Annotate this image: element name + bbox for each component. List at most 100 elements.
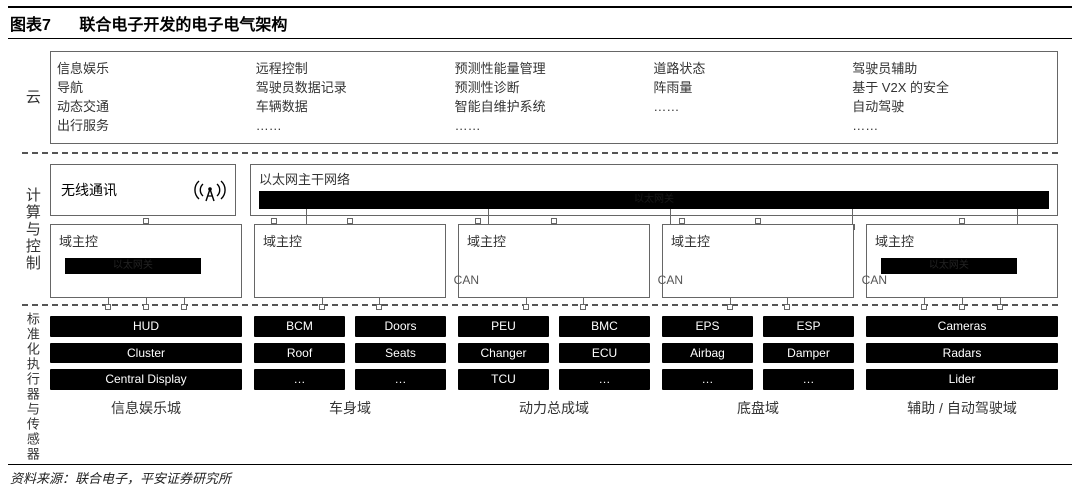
cloud-item: 车辆数据 (256, 98, 455, 117)
cloud-column: 驾驶员辅助基于 V2X 的安全自动驾驶…… (852, 60, 1051, 135)
cloud-item: 阵雨量 (653, 79, 852, 98)
figure-title: 联合电子开发的电子电气架构 (79, 17, 287, 34)
domain-controller-label: 域主控 (467, 231, 641, 250)
cloud-column: 预测性能量管理预测性诊断智能自维护系统…… (455, 60, 654, 135)
ecu-chip: ECU (559, 343, 650, 363)
actuator-subcolumn: PEU Changer TCU (458, 316, 549, 389)
ecu-chip: Roof (254, 343, 345, 363)
domain-controller-box: 域主控CAN (662, 224, 854, 298)
cloud-item: 道路状态 (653, 60, 852, 79)
domain-name-label: 车身域 (254, 394, 446, 418)
domain-controller-label: 域主控 (671, 231, 845, 250)
actuator-subcolumn: ESP Damper … (763, 316, 854, 389)
actuator-column: PEU Changer TCU BMC ECU … (458, 316, 650, 389)
figure-number: 图表7 (10, 17, 51, 34)
cloud-item: 驾驶员数据记录 (256, 79, 455, 98)
cloud-item: …… (653, 98, 852, 117)
actuator-subcolumn: BCM Roof … (254, 316, 345, 389)
cloud-item: 动态交通 (57, 98, 256, 117)
cloud-item: 基于 V2X 的安全 (852, 79, 1051, 98)
can-label: CAN (862, 273, 887, 287)
domain-controller-label: 域主控 (263, 231, 437, 250)
compute-layer-label: 计算与控制 (18, 160, 46, 298)
cloud-item: 出行服务 (57, 117, 256, 136)
actuator-column: Cameras Radars Lider (866, 316, 1058, 389)
domain-controller-box: 域主控CAN (254, 224, 446, 298)
domain-controller-box: 域主控CAN (458, 224, 650, 298)
compute-layer-row: 计算与控制 无线通讯 (18, 160, 1062, 298)
domain-controller-box: 域主控以太网关 (866, 224, 1058, 298)
cloud-item: 信息娱乐 (57, 60, 256, 79)
cloud-layer-row: 云 信息娱乐导航动态交通出行服务远程控制驾驶员数据记录车辆数据……预测性能量管理… (18, 49, 1062, 146)
figure-title-bar: 图表7 联合电子开发的电子电气架构 (8, 6, 1072, 39)
can-label: CAN (454, 273, 479, 287)
ecu-chip: Doors (355, 316, 446, 336)
ecu-chip: TCU (458, 369, 549, 389)
ecu-chip: ESP (763, 316, 854, 336)
cloud-item: 预测性诊断 (455, 79, 654, 98)
cloud-item: …… (455, 117, 654, 136)
domain-controller-label: 域主控 (59, 231, 233, 250)
ecu-chip: BCM (254, 316, 345, 336)
ecu-chip: Lider (866, 369, 1058, 389)
cloud-column: 道路状态阵雨量…… (653, 60, 852, 135)
domain-controller-label: 域主控 (875, 231, 1049, 250)
cloud-item: 智能自维护系统 (455, 98, 654, 117)
architecture-diagram: 云 信息娱乐导航动态交通出行服务远程控制驾驶员数据记录车辆数据……预测性能量管理… (8, 39, 1072, 464)
ecu-chip: Damper (763, 343, 854, 363)
cloud-item: 远程控制 (256, 60, 455, 79)
actuator-column: BCM Roof … Doors Seats … (254, 316, 446, 389)
ethernet-backbone-box: 以太网主干网络 以太网关 (250, 164, 1058, 216)
domain-name-label: 辅助 / 自动驾驶域 (866, 394, 1058, 418)
actuators-layer-row: 标准化执行器与传感器 HUD Cluster Central Display BCM R… (18, 312, 1062, 462)
cloud-item: …… (256, 117, 455, 136)
ecu-chip: EPS (662, 316, 753, 336)
ecu-chip: HUD (50, 316, 242, 336)
divider-1 (22, 152, 1058, 154)
wireless-label: 无线通讯 (61, 180, 117, 200)
ecu-chip: Seats (355, 343, 446, 363)
domain-name-label: 动力总成域 (458, 394, 650, 418)
source-line: 资料来源：联合电子，平安证券研究所 (8, 464, 1072, 490)
ecu-chip: BMC (559, 316, 650, 336)
cloud-item: 自动驾驶 (852, 98, 1051, 117)
ecu-chip: … (763, 369, 854, 389)
ecu-chip: Cameras (866, 316, 1058, 336)
cloud-item: 驾驶员辅助 (852, 60, 1051, 79)
wireless-box: 无线通讯 (50, 164, 236, 216)
ethernet-label: 以太网主干网络 (259, 169, 1049, 188)
ethernet-gateway-chip: 以太网关 (65, 258, 201, 274)
ecu-chip: Cluster (50, 343, 242, 363)
antenna-icon (195, 179, 225, 201)
divider-2 (22, 304, 1058, 306)
actuator-subcolumn: Doors Seats … (355, 316, 446, 389)
cloud-item: 预测性能量管理 (455, 60, 654, 79)
actuator-subcolumn: EPS Airbag … (662, 316, 753, 389)
domain-name-label: 底盘域 (662, 394, 854, 418)
cloud-column: 远程控制驾驶员数据记录车辆数据…… (256, 60, 455, 135)
ecu-chip: … (559, 369, 650, 389)
figure-container: 图表7 联合电子开发的电子电气架构 云 信息娱乐导航动态交通出行服务远程控制驾驶… (0, 0, 1080, 490)
ecu-chip: Radars (866, 343, 1058, 363)
actuator-subcolumn: BMC ECU … (559, 316, 650, 389)
ecu-chip: … (254, 369, 345, 389)
cloud-box: 信息娱乐导航动态交通出行服务远程控制驾驶员数据记录车辆数据……预测性能量管理预测… (50, 51, 1058, 144)
cloud-item: 导航 (57, 79, 256, 98)
ecu-chip: PEU (458, 316, 549, 336)
domain-name-label: 信息娱乐城 (50, 394, 242, 418)
actuator-column: EPS Airbag … ESP Damper … (662, 316, 854, 389)
cloud-item: …… (852, 117, 1051, 136)
can-label: CAN (658, 273, 683, 287)
ecu-chip: … (662, 369, 753, 389)
ecu-chip: Airbag (662, 343, 753, 363)
ecu-chip: Changer (458, 343, 549, 363)
cloud-column: 信息娱乐导航动态交通出行服务 (57, 60, 256, 135)
ecu-chip: … (355, 369, 446, 389)
ecu-chip: Central Display (50, 369, 242, 389)
actuator-column: HUD Cluster Central Display (50, 316, 242, 389)
ethernet-gateway-chip: 以太网关 (881, 258, 1017, 274)
ethernet-backbone-bar: 以太网关 (259, 191, 1049, 209)
cloud-layer-label: 云 (18, 49, 46, 146)
actuators-layer-label: 标准化执行器与传感器 (18, 312, 46, 462)
domain-controller-box: 域主控以太网关 (50, 224, 242, 298)
